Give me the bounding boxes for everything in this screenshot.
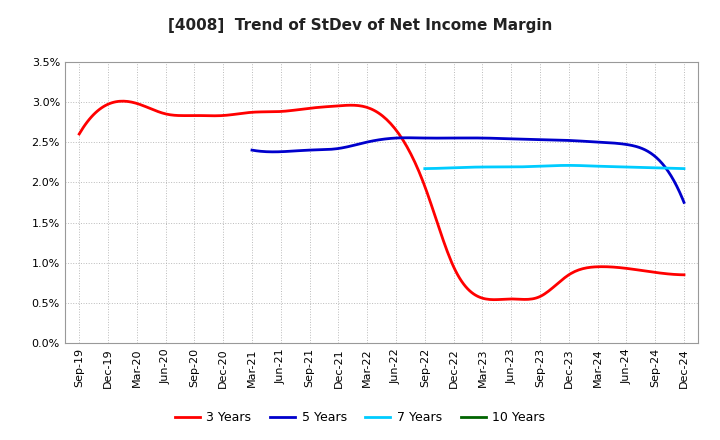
5 Years — [680, 200, 688, 205]
7 Years — [576, 163, 585, 168]
7 Years — [564, 163, 573, 168]
3 Years — [490, 297, 498, 302]
5 Years — [505, 136, 513, 141]
5 Years — [248, 147, 256, 153]
3 Years — [77, 128, 86, 133]
3 Years — [680, 272, 688, 278]
Line: 3 Years: 3 Years — [79, 101, 684, 300]
3 Years — [589, 264, 598, 270]
5 Years — [613, 141, 622, 146]
5 Years — [641, 147, 649, 152]
7 Years — [575, 163, 583, 168]
3 Years — [627, 266, 636, 271]
3 Years — [447, 259, 456, 264]
Line: 5 Years: 5 Years — [252, 138, 684, 202]
7 Years — [421, 166, 430, 171]
3 Years — [437, 232, 446, 237]
7 Years — [640, 165, 649, 170]
Line: 7 Years: 7 Years — [425, 165, 684, 169]
7 Years — [656, 165, 665, 171]
7 Years — [680, 166, 688, 171]
7 Years — [580, 163, 589, 169]
5 Years — [513, 136, 522, 142]
7 Years — [420, 166, 429, 171]
Text: [4008]  Trend of StDev of Net Income Margin: [4008] Trend of StDev of Net Income Marg… — [168, 18, 552, 33]
3 Years — [117, 99, 126, 104]
5 Years — [249, 148, 258, 153]
Legend: 3 Years, 5 Years, 7 Years, 10 Years: 3 Years, 5 Years, 7 Years, 10 Years — [170, 407, 550, 429]
5 Years — [506, 136, 515, 142]
5 Years — [402, 135, 411, 140]
3 Years — [435, 226, 444, 231]
3 Years — [75, 132, 84, 137]
